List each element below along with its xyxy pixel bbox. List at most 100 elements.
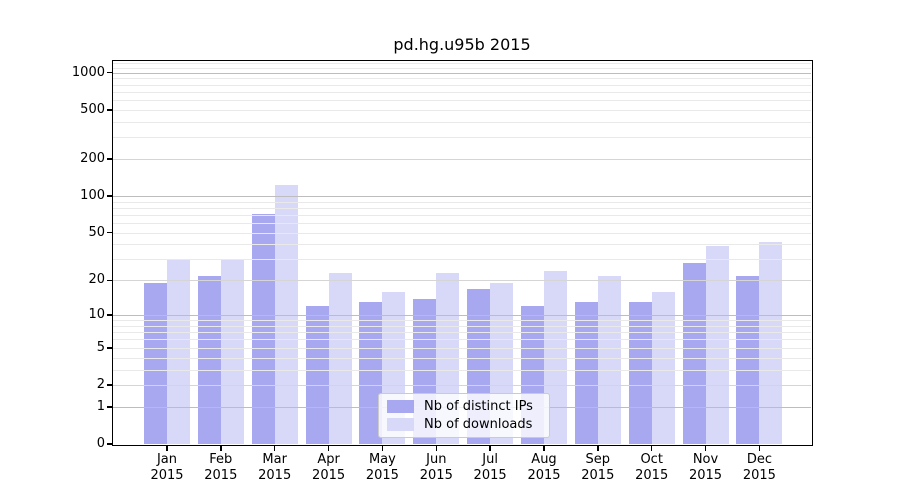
gridline-700 (113, 91, 811, 93)
gridline-10 (113, 315, 811, 317)
x-tick-label-apr: Apr 2015 (312, 452, 346, 483)
gridline-1000 (113, 72, 811, 74)
legend: Nb of distinct IPs Nb of downloads (378, 393, 550, 438)
bar-distinct-ips-jan (144, 283, 167, 444)
gridline-900 (113, 78, 811, 80)
gridline-80 (113, 207, 811, 209)
bar-downloads-mar (274, 185, 298, 444)
x-tick-jun (435, 445, 437, 451)
x-tick-dec (758, 445, 761, 451)
x-tick-jul (489, 445, 491, 451)
y-tick-label-1000: 1000 (71, 64, 105, 80)
y-tick-label-2: 2 (96, 377, 105, 392)
gridline-300 (113, 137, 811, 139)
x-tick-aug (543, 445, 545, 451)
gridline-6 (113, 339, 811, 341)
y-tick-500 (106, 109, 112, 111)
x-tick-sep (597, 445, 599, 451)
y-tick-label-0: 0 (96, 436, 105, 451)
x-tick-may (381, 445, 384, 451)
y-tick-label-500: 500 (80, 101, 105, 117)
bar-distinct-ips-apr (305, 306, 329, 444)
bar-distinct-ips-feb (197, 275, 221, 444)
gridline-800 (113, 84, 811, 86)
x-tick-nov (704, 445, 707, 451)
legend-label-downloads: Nb of downloads (424, 417, 533, 433)
x-tick-apr (327, 445, 330, 451)
y-tick-label-10: 10 (88, 307, 105, 323)
x-tick-label-jul: Jul 2015 (473, 452, 507, 483)
legend-entry-distinct-ips: Nb of distinct IPs (387, 397, 541, 416)
gridline-100 (113, 196, 811, 197)
y-tick-20 (106, 279, 112, 282)
bar-downloads-nov (705, 245, 729, 444)
legend-swatch-distinct-ips (387, 399, 414, 413)
x-tick-label-dec: Dec 2015 (742, 452, 776, 483)
gridline-70 (113, 214, 811, 216)
bar-downloads-sep (597, 275, 621, 444)
bar-distinct-ips-sep (574, 302, 598, 444)
gridline-3 (113, 369, 811, 371)
y-tick-100 (106, 195, 112, 197)
y-tick-1000 (106, 71, 112, 74)
gridline-8 (113, 325, 811, 327)
y-tick-200 (106, 158, 112, 160)
gridline-20 (113, 280, 811, 282)
gridline-2 (113, 385, 811, 386)
x-tick-label-may: May 2015 (365, 452, 399, 483)
y-tick-label-100: 100 (80, 188, 105, 203)
x-tick-label-nov: Nov 2015 (688, 452, 723, 483)
y-tick-label-5: 5 (96, 339, 105, 355)
bar-downloads-oct (651, 291, 675, 444)
gridline-30 (113, 259, 811, 261)
legend-swatch-downloads (387, 418, 414, 432)
x-tick-label-sep: Sep 2015 (581, 452, 615, 483)
bar-downloads-jan (167, 259, 190, 444)
gridlines-layer (113, 61, 811, 444)
gridline-60 (113, 223, 811, 225)
gridline-5 (113, 347, 811, 349)
bar-distinct-ips-may (359, 302, 383, 444)
gridline-1200 (113, 62, 811, 64)
y-tick-5 (106, 347, 112, 349)
x-tick-mar (273, 445, 276, 451)
bar-distinct-ips-mar (251, 214, 275, 444)
gridline-200 (113, 159, 811, 160)
bar-distinct-ips-oct (628, 302, 652, 444)
x-tick-jan (166, 445, 168, 451)
y-tick-1 (106, 406, 112, 408)
y-tick-2 (106, 384, 112, 386)
bar-distinct-ips-nov (682, 263, 706, 444)
y-tick-label-1: 1 (96, 398, 105, 414)
x-tick-feb (220, 445, 222, 451)
y-tick-0 (106, 443, 112, 445)
bar-distinct-ips-dec (736, 275, 760, 444)
y-tick-10 (106, 314, 112, 316)
y-tick-label-20: 20 (88, 272, 105, 288)
bar-downloads-dec (759, 241, 783, 444)
gridline-600 (113, 100, 811, 102)
gridline-90 (113, 201, 811, 203)
x-tick-label-oct: Oct 2015 (635, 452, 669, 483)
legend-label-distinct-ips: Nb of distinct IPs (424, 398, 533, 414)
y-tick-50 (106, 231, 112, 234)
legend-entry-downloads: Nb of downloads (387, 416, 541, 435)
gridline-400 (113, 121, 811, 123)
gridline-50 (113, 232, 811, 234)
x-tick-label-jun: Jun 2015 (419, 452, 453, 483)
chart-title: pd.hg.u95b 2015 (393, 35, 531, 54)
gridline-9 (113, 320, 811, 322)
x-tick-label-feb: Feb 2015 (204, 452, 238, 483)
y-tick-label-50: 50 (88, 224, 105, 240)
gridline-40 (113, 244, 811, 246)
y-tick-label-200: 200 (80, 151, 105, 166)
gridline-1100 (113, 67, 811, 69)
bar-downloads-feb (220, 259, 244, 444)
gridline-500 (113, 109, 811, 111)
plot-area (111, 59, 813, 446)
gridline-4 (113, 357, 811, 359)
x-tick-oct (650, 445, 653, 451)
x-tick-label-jan: Jan 2015 (150, 452, 184, 483)
gridline-7 (113, 332, 811, 334)
